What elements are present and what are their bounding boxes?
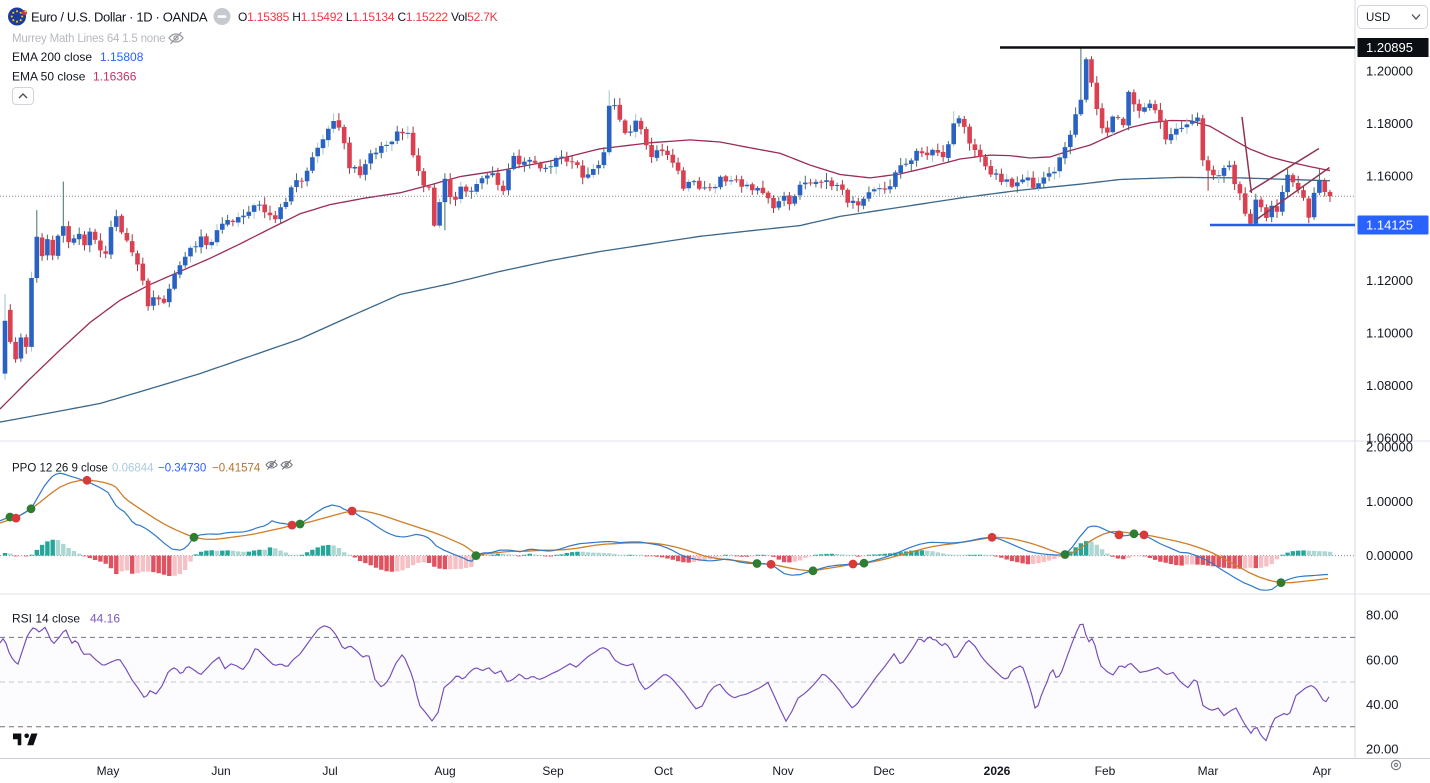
svg-text:May: May [97, 764, 120, 778]
svg-text:Sep: Sep [542, 764, 564, 778]
svg-text:PPO 12 26 9 close: PPO 12 26 9 close [12, 463, 108, 475]
svg-text:O1.15385 H1.15492 L1.15134 C1.: O1.15385 H1.15492 L1.15134 C1.15222 Vol5… [238, 10, 498, 24]
svg-text:80.00: 80.00 [1366, 608, 1399, 623]
svg-text:Euro / U.S. Dollar · 1D · OAND: Euro / U.S. Dollar · 1D · OANDA [31, 10, 208, 25]
svg-text:20.00: 20.00 [1366, 742, 1399, 757]
svg-text:1.20000: 1.20000 [1366, 64, 1413, 79]
svg-text:1.16366: 1.16366 [93, 70, 137, 84]
svg-text:1.00000: 1.00000 [1366, 494, 1413, 509]
svg-text:1.15808: 1.15808 [100, 50, 144, 64]
svg-text:−0.34730: −0.34730 [158, 463, 206, 475]
svg-text:Aug: Aug [434, 764, 455, 778]
svg-text:60.00: 60.00 [1366, 652, 1399, 667]
svg-text:1.18000: 1.18000 [1366, 116, 1413, 131]
svg-text:USD: USD [1366, 12, 1390, 24]
svg-text:EMA 50 close: EMA 50 close [12, 70, 86, 84]
svg-text:Apr: Apr [1313, 764, 1332, 778]
svg-text:44.16: 44.16 [90, 612, 120, 626]
svg-text:Oct: Oct [654, 764, 673, 778]
svg-text:EMA 200 close: EMA 200 close [12, 50, 92, 64]
svg-text:Mar: Mar [1198, 764, 1219, 778]
svg-text:−0.41574: −0.41574 [212, 463, 261, 475]
svg-text:1.14125: 1.14125 [1366, 218, 1413, 233]
svg-text:Murrey Math Lines 64 1.5 none: Murrey Math Lines 64 1.5 none [12, 33, 165, 45]
svg-text:2.00000: 2.00000 [1366, 439, 1413, 454]
svg-text:1.06000: 1.06000 [1366, 430, 1413, 445]
svg-text:Jun: Jun [211, 764, 230, 778]
svg-text:Feb: Feb [1095, 764, 1116, 778]
svg-text:0.06844: 0.06844 [112, 463, 154, 475]
svg-text:1.12000: 1.12000 [1366, 273, 1413, 288]
svg-text:Dec: Dec [873, 764, 894, 778]
svg-text:2026: 2026 [984, 764, 1011, 778]
svg-text:RSI 14 close: RSI 14 close [12, 612, 80, 626]
svg-text:1.16000: 1.16000 [1366, 168, 1413, 183]
svg-text:1.20895: 1.20895 [1366, 40, 1413, 55]
svg-text:Jul: Jul [322, 764, 337, 778]
svg-text:0.00000: 0.00000 [1366, 548, 1413, 563]
svg-text:Nov: Nov [772, 764, 793, 778]
svg-text:1.08000: 1.08000 [1366, 378, 1413, 393]
svg-text:40.00: 40.00 [1366, 697, 1399, 712]
svg-text:1.10000: 1.10000 [1366, 326, 1413, 341]
